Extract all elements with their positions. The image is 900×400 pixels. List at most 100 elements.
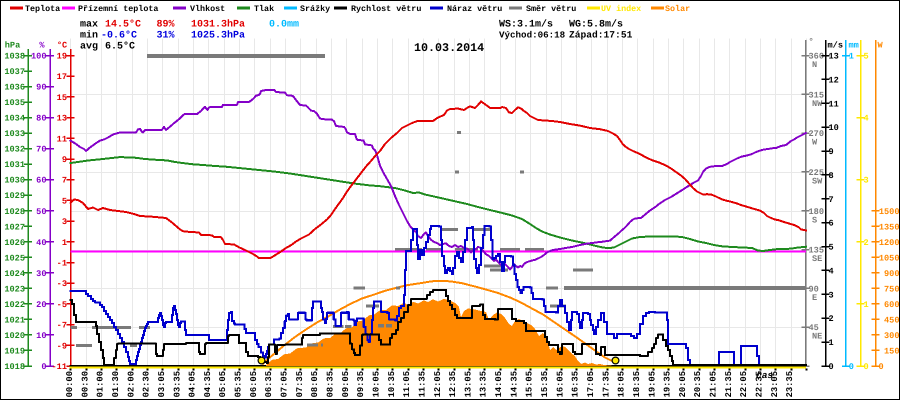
svg-text:Tlak: Tlak [254, 4, 274, 14]
svg-text:-9: -9 [57, 341, 67, 351]
svg-text:Východ:06:18: Východ:06:18 [499, 30, 566, 41]
svg-text:1036: 1036 [4, 83, 25, 93]
svg-text:5: 5 [864, 52, 869, 62]
svg-text:19:35: 19:35 [663, 371, 673, 397]
svg-text:1030: 1030 [4, 176, 25, 186]
svg-text:6.5°C: 6.5°C [105, 42, 135, 53]
svg-text:10:05: 10:05 [371, 371, 381, 397]
svg-text:11: 11 [829, 99, 839, 109]
svg-text:0.0mm: 0.0mm [269, 20, 299, 31]
svg-text:00:30: 00:30 [80, 371, 90, 397]
svg-text:avg: avg [80, 42, 98, 53]
svg-text:1037: 1037 [4, 67, 25, 77]
svg-text:1: 1 [864, 300, 869, 310]
svg-text:31%: 31% [157, 31, 175, 42]
svg-text:Náraz větru: Náraz větru [447, 4, 502, 14]
svg-text:600: 600 [884, 300, 899, 310]
svg-text:20:05: 20:05 [678, 371, 688, 397]
svg-text:05:35: 05:35 [234, 371, 244, 397]
svg-text:14:05: 14:05 [494, 371, 504, 397]
svg-text:1034: 1034 [4, 114, 25, 124]
svg-text:06:05: 06:05 [249, 371, 259, 397]
svg-text:3: 3 [62, 217, 67, 227]
svg-text:22:05: 22:05 [739, 371, 749, 397]
svg-text:1500: 1500 [879, 207, 900, 217]
svg-text:1: 1 [849, 52, 854, 62]
svg-text:13: 13 [57, 114, 67, 124]
svg-text:180: 180 [809, 207, 824, 217]
svg-text:16:05: 16:05 [555, 371, 565, 397]
svg-text:12:05: 12:05 [433, 371, 443, 397]
svg-text:1019: 1019 [4, 346, 25, 356]
svg-text:WG:5.8m/s: WG:5.8m/s [569, 19, 623, 31]
svg-text:9: 9 [62, 155, 67, 165]
svg-text:11:35: 11:35 [417, 371, 427, 397]
svg-text:23:05: 23:05 [770, 371, 780, 397]
svg-text:13: 13 [829, 52, 839, 62]
svg-text:1022: 1022 [4, 300, 25, 310]
svg-text:360: 360 [809, 52, 824, 62]
svg-text:10:35: 10:35 [387, 371, 397, 397]
svg-text:19:05: 19:05 [647, 371, 657, 397]
svg-text:1032: 1032 [4, 145, 25, 155]
svg-text:80: 80 [36, 114, 46, 124]
svg-text:1020: 1020 [4, 331, 25, 341]
svg-text:150: 150 [884, 346, 899, 356]
svg-text:8: 8 [829, 171, 834, 181]
svg-text:4: 4 [829, 266, 834, 276]
svg-text:09:35: 09:35 [356, 371, 366, 397]
svg-text:315: 315 [809, 90, 824, 100]
svg-text:12: 12 [829, 75, 839, 85]
svg-text:1: 1 [62, 238, 67, 248]
svg-text:Vlhkost: Vlhkost [190, 4, 225, 14]
svg-text:1: 1 [829, 338, 834, 348]
svg-text:06:35: 06:35 [264, 371, 274, 397]
svg-text:18:05: 18:05 [617, 371, 627, 397]
svg-text:750: 750 [884, 284, 899, 294]
svg-text:1029: 1029 [4, 191, 25, 201]
svg-text:1026: 1026 [4, 238, 25, 248]
svg-text:1035: 1035 [4, 98, 25, 108]
svg-text:W: W [812, 138, 818, 148]
svg-text:20: 20 [36, 300, 46, 310]
svg-text:10: 10 [829, 123, 839, 133]
svg-text:S: S [812, 215, 817, 225]
svg-text:6: 6 [829, 219, 834, 229]
svg-text:Rychlost větru: Rychlost větru [351, 4, 421, 14]
svg-text:10: 10 [36, 331, 46, 341]
svg-text:22:35: 22:35 [755, 371, 765, 397]
svg-text:40: 40 [36, 238, 46, 248]
svg-text:-11: -11 [52, 362, 67, 372]
svg-text:°C: °C [57, 41, 67, 51]
svg-text:1031: 1031 [4, 160, 25, 170]
svg-text:1038: 1038 [4, 52, 25, 62]
svg-text:89%: 89% [157, 20, 175, 31]
svg-text:04:35: 04:35 [203, 371, 213, 397]
svg-text:min: min [80, 30, 98, 42]
svg-text:1050: 1050 [879, 253, 900, 263]
svg-text:1025.3hPa: 1025.3hPa [191, 30, 245, 42]
svg-text:mm: mm [849, 41, 859, 51]
svg-text:W: W [878, 41, 884, 51]
svg-text:0: 0 [829, 362, 834, 372]
svg-text:2: 2 [829, 314, 834, 324]
svg-text:5: 5 [62, 196, 67, 206]
svg-text:UV index: UV index [601, 4, 641, 14]
svg-text:7: 7 [829, 195, 834, 205]
svg-text:°: ° [809, 37, 814, 47]
svg-text:%: % [39, 41, 45, 51]
svg-text:08:35: 08:35 [325, 371, 335, 397]
svg-text:19: 19 [57, 52, 67, 62]
svg-text:1350: 1350 [879, 222, 900, 232]
svg-text:60: 60 [36, 176, 46, 186]
svg-text:1033: 1033 [4, 129, 25, 139]
svg-text:Směr větru: Směr větru [526, 4, 576, 14]
svg-text:3: 3 [829, 290, 834, 300]
svg-text:02:00: 02:00 [126, 371, 136, 397]
svg-text:1031.3hPa: 1031.3hPa [191, 19, 245, 31]
svg-text:2: 2 [864, 238, 869, 248]
svg-text:0: 0 [879, 362, 884, 372]
svg-text:900: 900 [884, 269, 899, 279]
svg-text:05:05: 05:05 [218, 371, 228, 397]
svg-text:Západ:17:51: Západ:17:51 [569, 30, 633, 41]
